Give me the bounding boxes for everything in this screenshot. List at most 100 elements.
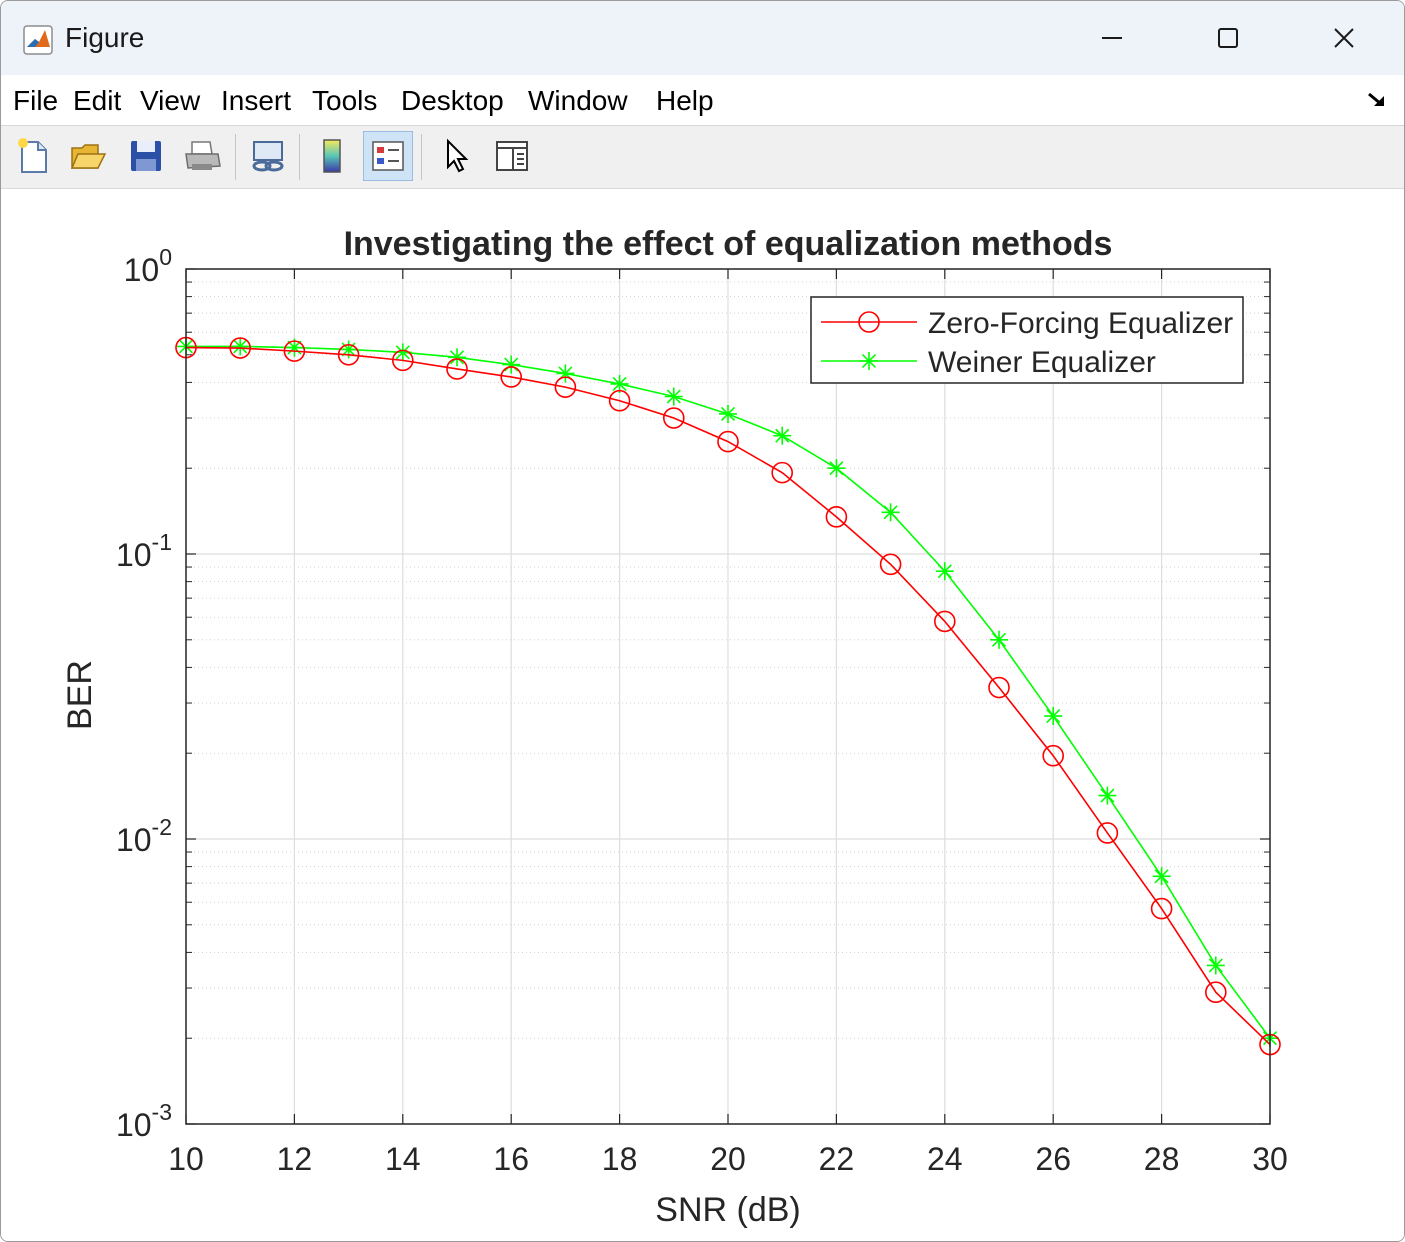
circle-marker bbox=[771, 461, 794, 484]
y-tick-base: 10 bbox=[124, 252, 160, 288]
colorbar-icon bbox=[323, 139, 341, 173]
star-marker bbox=[448, 348, 466, 367]
menu-window[interactable]: Window bbox=[528, 85, 628, 116]
circle-marker bbox=[1150, 897, 1173, 920]
circle-marker bbox=[1042, 744, 1064, 767]
star-stroke bbox=[666, 389, 681, 404]
data-series bbox=[175, 336, 1281, 1056]
x-tick-label: 24 bbox=[927, 1141, 963, 1177]
star-stroke bbox=[883, 505, 898, 520]
star-stroke bbox=[287, 340, 302, 355]
y-tick-base: 10 bbox=[116, 537, 152, 573]
menu-tools[interactable]: Tools bbox=[312, 85, 378, 116]
menu-insert[interactable]: Insert bbox=[221, 85, 292, 116]
menu-file[interactable]: File bbox=[13, 85, 59, 116]
legend-box bbox=[810, 296, 1244, 384]
maximize-button[interactable] bbox=[1199, 15, 1257, 61]
star-stroke bbox=[775, 428, 790, 443]
chart-title: Investigating the effect of equalization… bbox=[344, 225, 1113, 263]
y-tick-label: 10-1 bbox=[116, 529, 172, 573]
x-tick-label: 30 bbox=[1252, 1141, 1288, 1177]
menu-edit[interactable]: Edit bbox=[73, 85, 122, 116]
series-zero-forcing bbox=[175, 336, 1281, 1056]
x-tick-label: 18 bbox=[602, 1141, 638, 1177]
y-tick-label: 100 bbox=[124, 244, 172, 288]
star-marker bbox=[827, 459, 846, 478]
series-weiner bbox=[177, 337, 1279, 1048]
star-marker bbox=[1044, 707, 1063, 726]
figure-canvas: Investigating the effect of equalization… bbox=[1, 189, 1404, 1241]
star-stroke bbox=[1100, 788, 1115, 803]
minimize-button[interactable] bbox=[1083, 15, 1141, 61]
circle-marker bbox=[283, 340, 306, 362]
star-marker bbox=[881, 503, 900, 522]
property-inspector-button[interactable] bbox=[487, 131, 537, 181]
star-marker bbox=[1098, 786, 1117, 805]
star-stroke bbox=[937, 564, 952, 579]
close-button[interactable] bbox=[1315, 15, 1373, 61]
y-tick-base: 10 bbox=[116, 1107, 152, 1143]
legend-icon bbox=[372, 141, 404, 171]
star-stroke bbox=[612, 376, 627, 392]
circle-marker bbox=[500, 366, 523, 388]
y-axis-label: BER bbox=[61, 660, 99, 730]
circle-marker bbox=[608, 389, 631, 412]
y-tick-exponent: -3 bbox=[152, 1099, 172, 1125]
x-axis-label: SNR (dB) bbox=[655, 1191, 800, 1229]
circle-marker bbox=[446, 358, 468, 380]
menu-help[interactable]: Help bbox=[656, 85, 714, 116]
circle-marker bbox=[933, 610, 956, 633]
link-plot-icon bbox=[252, 141, 284, 172]
legend-label: Zero-Forcing Equalizer bbox=[928, 307, 1233, 340]
legend[interactable]: Zero-Forcing Equalizer Weiner Equalizer bbox=[810, 296, 1244, 384]
star-marker bbox=[1206, 956, 1225, 975]
window-title: Figure bbox=[65, 22, 145, 53]
x-tick-label: 22 bbox=[819, 1141, 855, 1177]
legend-button[interactable] bbox=[363, 131, 413, 181]
minimize-icon bbox=[1102, 37, 1122, 39]
maximize-icon bbox=[1218, 28, 1238, 48]
plot-area[interactable]: Investigating the effect of equalization… bbox=[1, 189, 1404, 1241]
star-stroke bbox=[991, 632, 1007, 647]
circle-marker bbox=[1205, 981, 1227, 1004]
edit-plot-button[interactable] bbox=[431, 131, 481, 181]
circle-marker bbox=[391, 349, 414, 372]
y-tick-label: 10-2 bbox=[116, 814, 172, 858]
menu-desktop[interactable]: Desktop bbox=[401, 85, 504, 116]
dock-figure-icon[interactable] bbox=[1366, 89, 1388, 111]
y-tick-exponent: -1 bbox=[152, 529, 172, 555]
y-tick-base: 10 bbox=[116, 822, 152, 858]
open-file-button[interactable] bbox=[63, 131, 113, 181]
matlab-logo-icon bbox=[23, 25, 53, 55]
print-button[interactable] bbox=[177, 131, 227, 181]
star-marker bbox=[502, 355, 521, 374]
circle-marker bbox=[554, 376, 577, 398]
star-stroke bbox=[1046, 709, 1061, 724]
save-button[interactable] bbox=[121, 131, 171, 181]
print-icon bbox=[185, 141, 221, 170]
star-stroke bbox=[720, 406, 736, 422]
star-marker bbox=[231, 337, 250, 356]
circle-marker bbox=[229, 337, 251, 359]
circle-marker bbox=[858, 311, 880, 333]
property-inspector-icon bbox=[496, 141, 528, 171]
new-figure-button[interactable] bbox=[9, 131, 59, 181]
circle-marker bbox=[662, 407, 685, 429]
x-tick-label: 12 bbox=[277, 1141, 313, 1177]
figure-toolbar bbox=[1, 126, 1404, 189]
legend-label: Weiner Equalizer bbox=[928, 346, 1156, 379]
star-stroke bbox=[449, 350, 465, 365]
star-marker bbox=[935, 562, 954, 581]
menu-view[interactable]: View bbox=[140, 85, 201, 116]
pointer-icon bbox=[447, 138, 469, 173]
star-marker bbox=[1152, 867, 1171, 886]
colorbar-button[interactable] bbox=[307, 131, 357, 181]
link-plot-button[interactable] bbox=[243, 131, 293, 181]
x-tick-label: 16 bbox=[493, 1141, 529, 1177]
star-marker bbox=[719, 404, 737, 423]
circle-marker bbox=[825, 506, 848, 528]
close-icon bbox=[1334, 28, 1354, 48]
star-stroke bbox=[1154, 869, 1169, 884]
star-marker bbox=[773, 426, 792, 445]
